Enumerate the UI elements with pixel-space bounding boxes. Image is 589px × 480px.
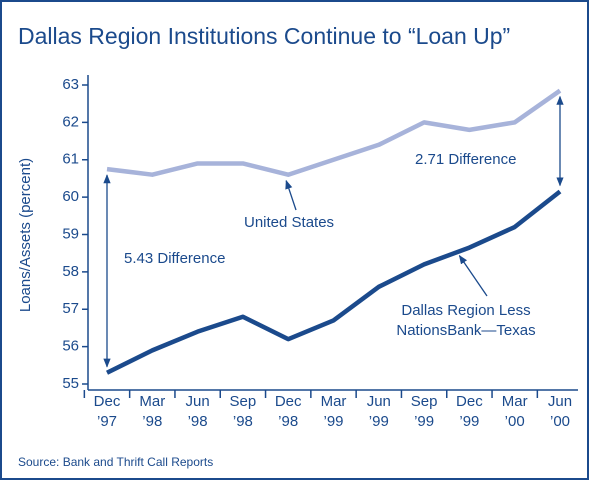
x-tick-label: Jun ’00 bbox=[548, 393, 572, 430]
y-axis-label: Loans/Assets (percent) bbox=[17, 158, 34, 312]
x-tick-label: Sep ’99 bbox=[411, 393, 438, 430]
chart-title: Dallas Region Institutions Continue to “… bbox=[18, 23, 510, 49]
series-line bbox=[106, 88, 562, 177]
annotation: 2.71 Difference bbox=[415, 151, 516, 168]
y-tick-label: 58 bbox=[62, 263, 79, 280]
x-tick-label: Dec ’98 bbox=[275, 393, 302, 430]
y-tick-label: 61 bbox=[62, 151, 79, 168]
y-tick-label: 57 bbox=[62, 300, 79, 317]
x-tick-label: Jun ’98 bbox=[186, 393, 210, 430]
arrow bbox=[285, 179, 297, 211]
x-tick-label: Mar ’99 bbox=[321, 393, 347, 430]
x-tick-label: Mar ’00 bbox=[502, 393, 528, 430]
y-tick-label: 62 bbox=[62, 113, 79, 130]
legend-label: Dallas Region Less NationsBank—Texas bbox=[396, 302, 535, 339]
y-tick-label: 56 bbox=[62, 338, 79, 355]
y-tick-label: 59 bbox=[62, 225, 79, 242]
arrow bbox=[458, 254, 488, 297]
y-tick-label: 63 bbox=[62, 76, 79, 93]
source: Source: Bank and Thrift Call Reports bbox=[18, 455, 213, 469]
legend-label: United States bbox=[244, 214, 334, 231]
x-tick-label: Sep ’98 bbox=[230, 393, 257, 430]
y-tick-label: 55 bbox=[62, 375, 79, 392]
x-tick-label: Mar ’98 bbox=[139, 393, 165, 430]
annotation: 5.43 Difference bbox=[124, 250, 225, 267]
y-tick-label: 60 bbox=[62, 188, 79, 205]
series-line bbox=[106, 189, 562, 375]
x-tick-label: Dec ’99 bbox=[456, 393, 483, 430]
x-tick-label: Jun ’99 bbox=[367, 393, 391, 430]
x-tick-label: Dec ’97 bbox=[94, 393, 121, 430]
